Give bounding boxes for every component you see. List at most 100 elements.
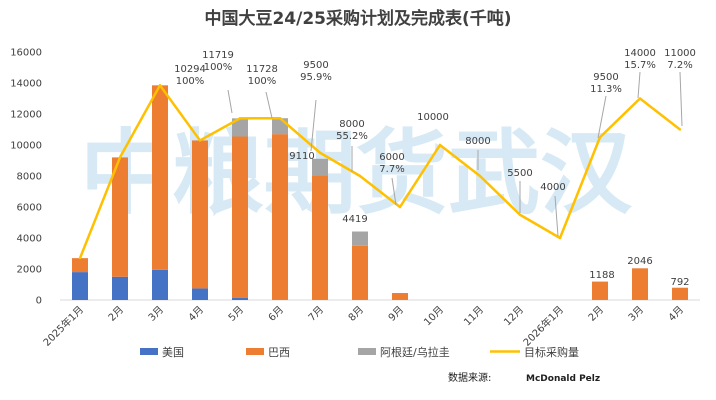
legend-label: 目标采购量 <box>524 345 579 359</box>
annotation-label: 4419 <box>342 214 367 225</box>
target-line <box>78 84 681 259</box>
annotation-label: 2046 <box>627 256 652 267</box>
bar-巴西 <box>272 134 288 300</box>
annotation-label: 11000 <box>664 48 696 59</box>
target-point <box>438 143 442 147</box>
annotation-label: 14000 <box>624 48 656 59</box>
target-point <box>398 205 402 209</box>
annotation-label: 8000 <box>465 136 490 147</box>
annotation-label: 9110 <box>289 151 314 162</box>
y-tick-label: 12000 <box>10 110 42 121</box>
target-point <box>78 256 82 260</box>
x-tick-label: 6月 <box>266 304 286 324</box>
annotation-leader <box>637 71 641 99</box>
x-tick-label: 3月 <box>146 304 166 324</box>
y-tick-label: 16000 <box>10 48 42 59</box>
x-tick-label: 3月 <box>626 304 646 324</box>
x-tick-label: 12月 <box>502 304 527 329</box>
y-tick-label: 10000 <box>10 141 42 152</box>
bar-美国 <box>232 297 248 300</box>
annotation-label: 95.9% <box>300 72 332 83</box>
source-label: 数据来源: <box>448 371 491 384</box>
x-tick-label: 11月 <box>462 304 487 329</box>
chart-title: 中国大豆24/25采购计划及完成表(千吨) <box>204 8 511 29</box>
bar-阿根廷/乌拉圭 <box>352 231 368 246</box>
legend-label: 巴西 <box>268 346 290 359</box>
bar-巴西 <box>192 140 208 289</box>
annotation-label: 9500 <box>303 60 328 71</box>
legend-swatch <box>358 348 376 355</box>
annotation-label: 4000 <box>540 182 565 193</box>
x-tick-label: 9月 <box>386 304 406 324</box>
y-axis: 0 2000 4000 6000 8000 10000 12000 14000 16000 <box>10 48 42 307</box>
annotation-label: 100% <box>204 62 233 73</box>
annotation-leader <box>679 71 683 127</box>
bar-巴西 <box>632 268 648 300</box>
legend-swatch <box>246 348 264 355</box>
annotation-label: 11719 <box>202 50 234 61</box>
bar-巴西 <box>672 287 688 300</box>
source-name: McDonald Pelz <box>526 374 600 384</box>
annotation-label: 15.7% <box>624 60 656 71</box>
annotation-label: 7.2% <box>667 60 692 71</box>
x-tick-label: 5月 <box>226 304 246 324</box>
x-tick-label: 8月 <box>346 304 366 324</box>
y-tick-label: 2000 <box>17 265 42 276</box>
annotation-label: 100% <box>176 76 205 87</box>
annotation-label: 10294 <box>174 64 206 75</box>
annotation-leader <box>310 99 317 152</box>
annotation-leader <box>391 177 397 206</box>
bar-美国 <box>192 288 208 300</box>
y-tick-label: 8000 <box>17 172 42 183</box>
bar-巴西 <box>312 175 328 300</box>
target-point <box>598 136 602 139</box>
annotation-leader <box>554 195 559 237</box>
annotation-label: 5500 <box>507 168 532 179</box>
source-note: 数据来源: McDonald Pelz <box>448 371 600 384</box>
y-tick-label: 14000 <box>10 79 42 90</box>
annotation-label: 8000 <box>339 119 364 130</box>
bar-series-group <box>72 85 688 300</box>
annotation-label: 11728 <box>246 64 278 75</box>
annotation-label: 6000 <box>379 152 404 163</box>
y-tick-label: 6000 <box>17 203 42 214</box>
x-tick-label: 7月 <box>306 304 326 324</box>
bar-巴西 <box>232 136 248 298</box>
target-point <box>558 236 562 240</box>
target-point <box>518 213 522 216</box>
annotation-label: 55.2% <box>336 131 368 142</box>
bar-阿根廷/乌拉圭 <box>232 118 248 137</box>
x-tick-label: 2025年1月 <box>40 303 86 349</box>
target-point <box>318 151 322 154</box>
target-point <box>638 97 642 100</box>
target-point <box>198 139 202 142</box>
bar-阿根廷/乌拉圭 <box>272 118 288 135</box>
target-point <box>678 128 682 131</box>
legend: 美国 巴西 阿根廷/乌拉圭 目标采购量 <box>140 345 579 359</box>
y-tick-label: 4000 <box>17 234 42 245</box>
bar-巴西 <box>152 85 168 270</box>
x-tick-label: 2月 <box>106 304 126 324</box>
annotation-leader <box>227 89 233 114</box>
x-tick-label: 4月 <box>666 304 686 324</box>
annotation-leader <box>597 95 607 139</box>
legend-swatch <box>140 348 158 355</box>
annotation-label: 11.3% <box>590 84 622 95</box>
annotation-label: 10000 <box>417 112 449 123</box>
legend-label: 美国 <box>162 346 184 359</box>
x-tick-label: 2月 <box>586 304 606 324</box>
annotation-label: 792 <box>670 277 689 288</box>
bar-美国 <box>112 276 128 300</box>
x-tick-label: 10月 <box>422 304 447 329</box>
target-point <box>478 174 482 178</box>
annotation-label: 1188 <box>589 270 614 281</box>
annotation-label: 7.7% <box>379 164 404 175</box>
target-point <box>118 156 122 159</box>
target-point <box>158 84 162 87</box>
x-tick-label: 4月 <box>186 304 206 324</box>
target-point <box>278 117 282 120</box>
